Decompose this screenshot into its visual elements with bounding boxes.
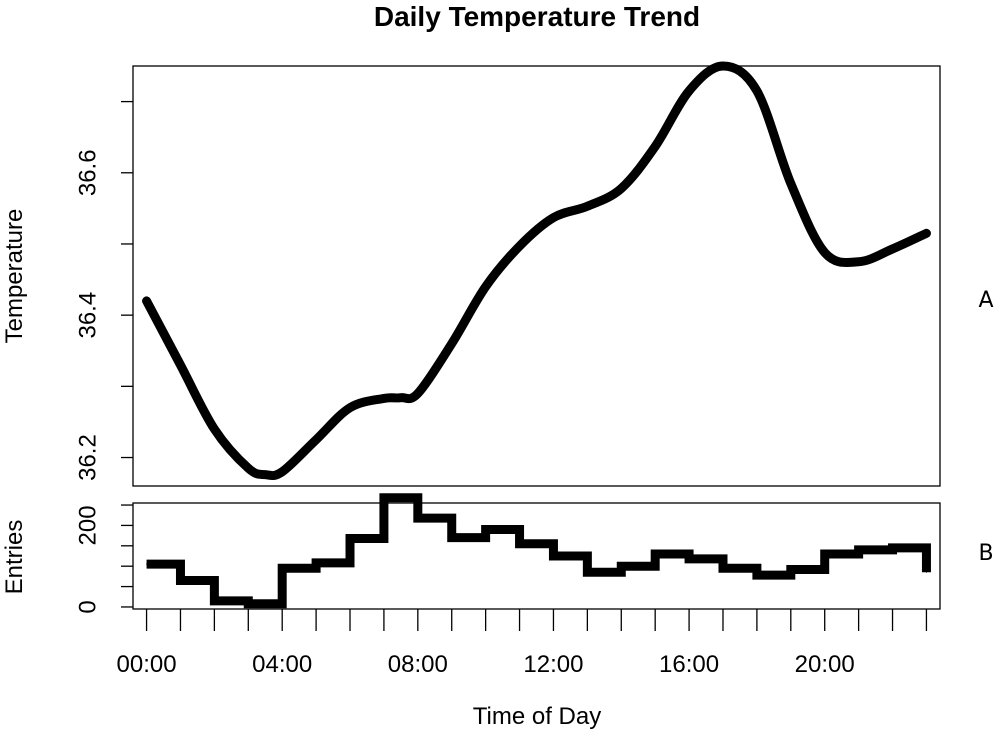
temperature-point — [688, 90, 690, 92]
temperature-point — [400, 397, 402, 399]
temperature-point — [586, 205, 588, 207]
entries-point — [688, 558, 690, 560]
entries-y-tick-label: 0 — [74, 600, 101, 613]
entries-point — [925, 571, 927, 573]
temperature-point — [315, 439, 317, 441]
temperature-panel: 36.2 36.4 36.6 Temperature A — [1, 61, 994, 487]
entries-point — [586, 571, 588, 573]
entries-point — [417, 517, 419, 519]
temperature-point — [417, 392, 419, 394]
temperature-point — [552, 217, 554, 219]
entries-point — [485, 529, 487, 530]
temperature-y-tick-label: 36.6 — [74, 149, 101, 196]
temperature-point — [213, 428, 215, 430]
temperature-point — [858, 261, 860, 263]
entries-series-step — [146, 493, 931, 609]
temperature-point — [824, 252, 826, 254]
temperature-point — [925, 232, 927, 234]
temperature-point — [519, 245, 521, 247]
temperature-point — [264, 474, 266, 476]
entries-point — [519, 543, 521, 545]
temperature-point — [383, 397, 385, 399]
temperature-y-tick-label: 36.4 — [74, 292, 101, 339]
x-tick-label: 04:00 — [252, 651, 312, 678]
entries-point — [654, 553, 656, 555]
entries-point — [146, 563, 148, 565]
temperature-point — [485, 286, 487, 288]
temperature-point — [654, 145, 656, 147]
temperature-point — [892, 248, 894, 250]
temperature-point — [756, 90, 758, 92]
entries-point — [281, 567, 283, 569]
temperature-point — [722, 65, 724, 67]
temperature-point — [281, 471, 283, 473]
entries-point — [858, 549, 860, 551]
temperature-point — [451, 343, 453, 345]
entries-point — [383, 497, 385, 499]
chart-title: Daily Temperature Trend — [374, 1, 700, 32]
x-tick-label: 20:00 — [795, 651, 855, 678]
entries-axis-label: Entries — [1, 520, 28, 595]
entries-point — [179, 579, 181, 581]
temperature-point — [349, 407, 351, 409]
panel-tag-b: B — [978, 541, 993, 566]
temperature-point — [620, 187, 622, 189]
entries-panel: 0 200 00:00 04:00 08:00 12:00 16:00 20:00 Entr… — [1, 493, 994, 730]
x-tick-label: 00:00 — [117, 651, 177, 678]
x-tick-label: 12:00 — [523, 651, 583, 678]
temperature-axis-label: Temperature — [1, 209, 28, 344]
entries-point — [213, 600, 215, 602]
temperature-point — [790, 182, 792, 184]
x-tick-label: 08:00 — [388, 651, 448, 678]
entries-point — [620, 565, 622, 567]
temperature-point — [247, 467, 249, 469]
entries-point — [722, 567, 724, 569]
entries-point — [824, 553, 826, 555]
temperature-point — [146, 300, 148, 302]
entries-y-tick-label: 200 — [74, 505, 101, 545]
temperature-plot-frame — [132, 65, 941, 487]
entries-point — [790, 568, 792, 570]
temperature-y-tick-label: 36.2 — [74, 434, 101, 481]
entries-point — [451, 537, 453, 539]
panel-tag-a: A — [978, 288, 993, 313]
temperature-point — [179, 364, 181, 366]
entries-point — [552, 555, 554, 557]
entries-point — [315, 562, 317, 564]
entries-point — [756, 574, 758, 576]
entries-point — [349, 537, 351, 539]
entries-plot-frame — [132, 502, 941, 610]
entries-point — [892, 547, 894, 549]
temperature-series-line — [142, 61, 931, 481]
x-axis-label: Time of Day — [473, 703, 601, 730]
x-tick-label: 16:00 — [659, 651, 719, 678]
entries-point — [247, 603, 249, 605]
